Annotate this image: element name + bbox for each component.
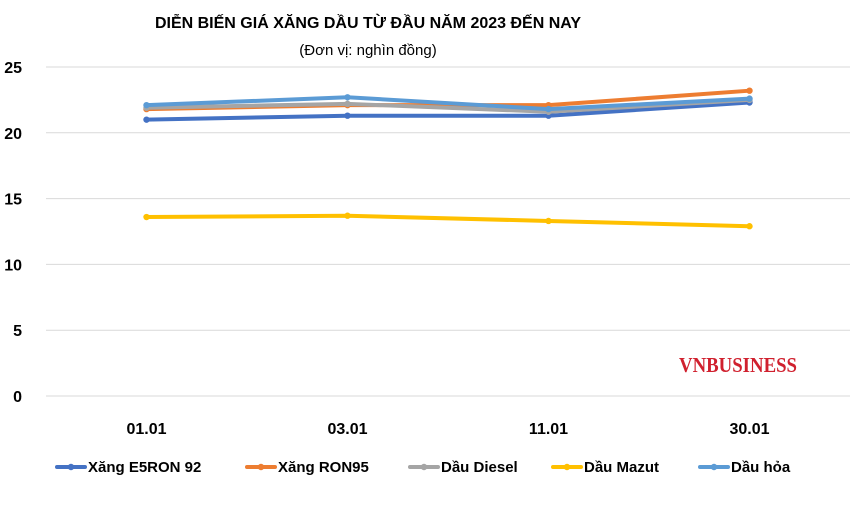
x-tick-label: 01.01 (126, 421, 166, 438)
legend-marker (710, 463, 718, 471)
y-tick-label: 0 (13, 389, 22, 406)
data-point (344, 100, 351, 108)
x-tick-label: 03.01 (327, 421, 367, 438)
series-line (144, 100, 752, 122)
y-tick-label: 10 (4, 257, 22, 274)
x-tick-label: 11.01 (529, 421, 568, 438)
legend-label: Dầu Diesel (441, 459, 518, 476)
legend-item: Xăng E5RON 92 (55, 459, 201, 476)
legend-marker (563, 463, 571, 471)
series-5 (143, 94, 753, 113)
legend-item: Dầu hỏa (698, 459, 791, 476)
x-tick-label: 30.01 (729, 421, 769, 438)
series-4 (143, 212, 753, 230)
y-tick-label: 5 (13, 323, 22, 340)
legend-item: Dầu Diesel (408, 459, 518, 476)
data-point (344, 112, 351, 119)
series-line (144, 95, 752, 112)
legend-item: Xăng RON95 (245, 459, 369, 476)
data-point (344, 212, 351, 219)
y-tick-label: 20 (4, 126, 22, 143)
legend-label: Dầu Mazut (584, 459, 659, 476)
legend-label: Xăng E5RON 92 (88, 459, 201, 476)
legend: Xăng E5RON 92 Xăng RON95 Dầu Diesel Dầu Maz… (55, 459, 791, 476)
gridlines (46, 66, 850, 397)
y-tick-label: 15 (4, 192, 22, 209)
legend-marker (420, 463, 428, 471)
data-point (545, 217, 552, 225)
data-point (746, 95, 753, 102)
y-axis: 0 5 10 15 20 25 (4, 60, 22, 406)
data-point (143, 116, 150, 123)
data-point (746, 223, 753, 230)
series-3 (143, 96, 753, 115)
data-point (545, 105, 552, 113)
x-axis: 01.01 03.01 11.01 30.01 (126, 421, 769, 438)
data-point (143, 101, 150, 109)
data-point (143, 213, 150, 221)
legend-label: Xăng RON95 (278, 459, 369, 476)
series-group (143, 87, 753, 230)
data-point (746, 87, 753, 94)
y-tick-label: 25 (4, 60, 22, 77)
legend-marker (67, 463, 75, 471)
legend-label: Dầu hỏa (731, 459, 791, 476)
legend-item: Dầu Mazut (551, 459, 659, 476)
watermark-logo: VNBUSINESS (679, 353, 797, 377)
chart-subtitle: (Đơn vị: nghìn đồng) (299, 42, 436, 59)
legend-marker (257, 463, 265, 471)
data-point (344, 94, 351, 101)
chart-title: DIỄN BIẾN GIÁ XĂNG DẦU TỪ ĐẦU NĂM 2023 Đ… (155, 13, 581, 32)
series-line (144, 213, 752, 229)
